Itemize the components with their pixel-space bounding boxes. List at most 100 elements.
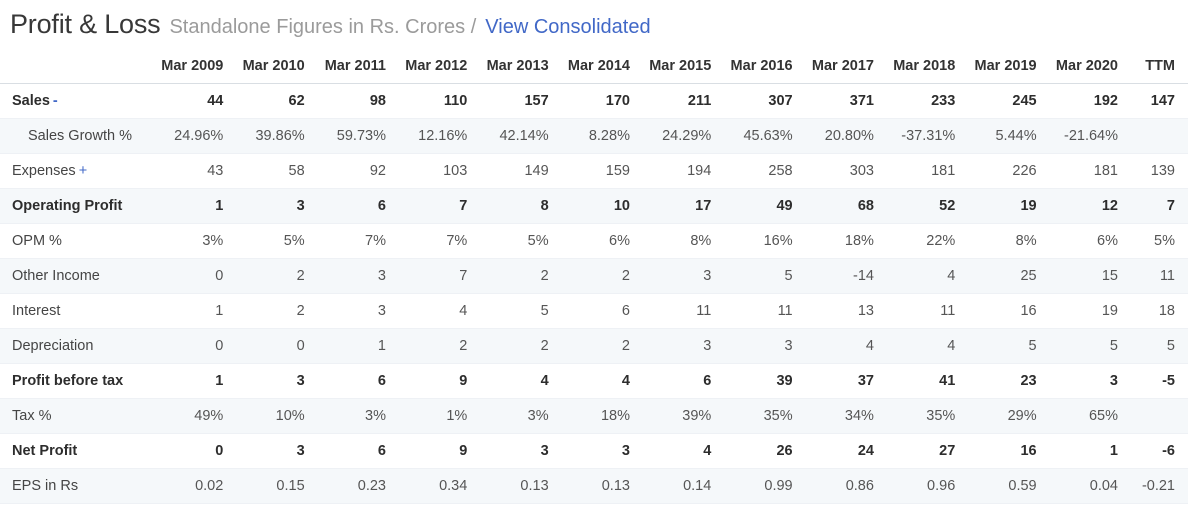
data-cell: 4 <box>393 293 476 329</box>
data-cell: -21.64% <box>1044 118 1126 154</box>
data-cell: 5% <box>475 223 557 259</box>
data-cell: 2 <box>475 258 557 294</box>
data-cell: 170 <box>556 83 638 119</box>
data-cell: 1 <box>312 328 394 364</box>
data-cell: 5 <box>1126 328 1188 364</box>
row-label: Operating Profit <box>0 188 150 224</box>
data-cell: 5.44% <box>963 118 1045 154</box>
data-cell: 245 <box>963 83 1045 119</box>
data-cell: 18 <box>1126 293 1188 329</box>
data-cell: 3 <box>231 188 313 224</box>
data-cell: 0.13 <box>475 468 557 504</box>
section-header: Profit & Loss Standalone Figures in Rs. … <box>0 0 1188 50</box>
data-cell <box>1126 398 1188 434</box>
column-header: Mar 2017 <box>800 50 882 84</box>
column-header: Mar 2019 <box>963 50 1045 84</box>
data-cell: 0 <box>150 328 232 364</box>
table-row: OPM % 3% 5% 7% 7% 5% 6% 8% 16% 18% 22% 8% 6% 5% <box>0 223 1188 259</box>
data-cell: -37.31% <box>881 118 964 154</box>
data-cell: 10 <box>556 188 638 224</box>
label-column-header <box>0 50 150 84</box>
data-cell: 6 <box>312 188 394 224</box>
data-cell: 139 <box>1126 153 1188 189</box>
table-row: Sales -44 62 98 110 157 170 211 307 371 233 245 192 1… <box>0 83 1188 119</box>
table-row: Depreciation 0 0 1 2 2 2 3 3 4 4 5 5 5 <box>0 328 1188 364</box>
data-cell: 1 <box>150 188 232 224</box>
row-label-text: Sales <box>12 93 50 109</box>
data-cell: 3 <box>637 258 720 294</box>
data-cell: 34% <box>800 398 882 434</box>
data-cell: 20.80% <box>800 118 882 154</box>
row-label: Sales Growth % <box>0 118 150 154</box>
data-cell: 0 <box>231 328 313 364</box>
row-label: EPS in Rs <box>0 468 150 504</box>
column-header: Mar 2015 <box>637 50 720 84</box>
data-cell: 26 <box>719 433 801 469</box>
row-label-text: Depreciation <box>12 338 94 354</box>
data-cell: 303 <box>800 153 882 189</box>
column-header: Mar 2013 <box>475 50 557 84</box>
data-cell: 8.28% <box>556 118 638 154</box>
table-row: Other Income 0 2 3 7 2 2 3 5 -14 4 25 15 11 <box>0 258 1188 294</box>
table-header: Mar 2009 Mar 2010 Mar 2011 Mar 2012 Mar 2013… <box>0 50 1188 84</box>
data-cell: 181 <box>1044 153 1126 189</box>
data-cell: 0.23 <box>312 468 394 504</box>
data-cell: 41 <box>881 363 964 399</box>
row-label-text: Net Profit <box>12 443 78 459</box>
data-cell: 4 <box>881 328 964 364</box>
data-cell: 8% <box>637 223 720 259</box>
row-label: Net Profit <box>0 433 150 469</box>
data-cell: 7% <box>312 223 394 259</box>
data-cell: 192 <box>1044 83 1126 119</box>
data-cell: 258 <box>719 153 801 189</box>
data-cell: 0.02 <box>150 468 232 504</box>
data-cell: 7 <box>1126 188 1188 224</box>
data-cell: 11 <box>637 293 720 329</box>
column-header: Mar 2014 <box>556 50 638 84</box>
row-label[interactable]: Expenses + <box>0 153 150 189</box>
data-cell: 8% <box>963 223 1045 259</box>
row-label-text: Interest <box>12 303 61 319</box>
data-cell: 2 <box>231 258 313 294</box>
data-cell: 3% <box>312 398 394 434</box>
data-cell: 5% <box>1126 223 1188 259</box>
data-cell: 6% <box>1044 223 1126 259</box>
data-cell: 9 <box>393 433 476 469</box>
data-cell: 59.73% <box>312 118 394 154</box>
expand-toggle-icon[interactable]: + <box>78 163 88 179</box>
table-row: Interest 1 2 3 4 5 6 11 11 13 11 16 19 18 <box>0 293 1188 329</box>
data-cell: 3 <box>556 433 638 469</box>
data-cell: 58 <box>231 153 313 189</box>
data-cell: 4 <box>637 433 720 469</box>
data-cell <box>1126 118 1188 154</box>
data-cell: 49% <box>150 398 232 434</box>
row-label: Other Income <box>0 258 150 294</box>
data-cell: 5 <box>719 258 801 294</box>
row-label: Interest <box>0 293 150 329</box>
collapse-toggle-icon[interactable]: - <box>52 93 58 109</box>
data-cell: 4 <box>475 363 557 399</box>
data-cell: 3 <box>719 328 801 364</box>
data-cell: 22% <box>881 223 964 259</box>
table-row: Expenses +43 58 92 103 149 159 194 258 303 181 226 1… <box>0 153 1188 189</box>
row-label[interactable]: Sales - <box>0 83 150 119</box>
data-cell: 2 <box>475 328 557 364</box>
data-cell: 62 <box>231 83 313 119</box>
data-cell: 9 <box>393 363 476 399</box>
data-cell: 1 <box>150 293 232 329</box>
data-cell: 44 <box>150 83 232 119</box>
data-cell: 3 <box>312 258 394 294</box>
data-cell: 35% <box>719 398 801 434</box>
data-cell: 0.96 <box>881 468 964 504</box>
page-subtitle: Standalone Figures in Rs. Crores / <box>169 16 477 38</box>
data-cell: 39 <box>719 363 801 399</box>
data-cell: 1% <box>393 398 476 434</box>
data-cell: 7 <box>393 188 476 224</box>
view-consolidated-link[interactable]: View Consolidated <box>485 16 651 38</box>
data-cell: 211 <box>637 83 720 119</box>
data-cell: 19 <box>963 188 1045 224</box>
data-cell: 24.29% <box>637 118 720 154</box>
data-cell: 27 <box>881 433 964 469</box>
data-cell: 2 <box>231 293 313 329</box>
